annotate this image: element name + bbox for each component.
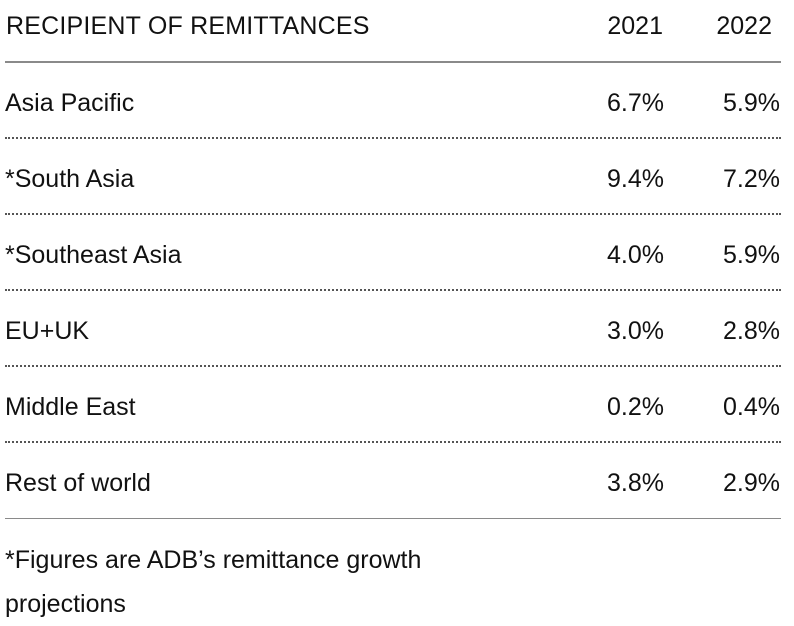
row-value-2022: 2.9% (723, 469, 780, 497)
row-value-2021: 3.0% (607, 317, 664, 345)
column-header-2021: 2021 (607, 12, 663, 40)
row-region: *Southeast Asia (5, 241, 182, 269)
row-region: Middle East (5, 393, 136, 421)
table-row: Asia Pacific 6.7% 5.9% (5, 63, 781, 139)
row-value-2022: 0.4% (723, 393, 780, 421)
footnote: *Figures are ADB’s remittance growth pro… (5, 546, 422, 618)
row-region: Asia Pacific (5, 89, 135, 117)
column-header-recipient: RECIPIENT OF REMITTANCES (6, 12, 370, 40)
row-region: *South Asia (5, 165, 135, 193)
row-region: EU+UK (5, 317, 90, 345)
table-header: RECIPIENT OF REMITTANCES 2021 2022 (5, 0, 781, 63)
table-row: Middle East 0.2% 0.4% (5, 367, 781, 443)
row-value-2021: 4.0% (607, 241, 664, 269)
table-row: *Southeast Asia 4.0% 5.9% (5, 215, 781, 291)
row-value-2021: 6.7% (607, 89, 664, 117)
row-region: Rest of world (5, 469, 151, 497)
row-value-2022: 2.8% (723, 317, 780, 345)
row-value-2021: 3.8% (607, 469, 664, 497)
table-row: Rest of world 3.8% 2.9% (5, 443, 781, 519)
remittance-table: RECIPIENT OF REMITTANCES 2021 2022 Asia … (5, 0, 781, 519)
row-value-2022: 5.9% (723, 89, 780, 117)
table-row: *South Asia 9.4% 7.2% (5, 139, 781, 215)
row-value-2021: 0.2% (607, 393, 664, 421)
column-header-2022: 2022 (716, 12, 772, 40)
row-value-2022: 7.2% (723, 165, 780, 193)
row-value-2021: 9.4% (607, 165, 664, 193)
row-value-2022: 5.9% (723, 241, 780, 269)
table-row: EU+UK 3.0% 2.8% (5, 291, 781, 367)
